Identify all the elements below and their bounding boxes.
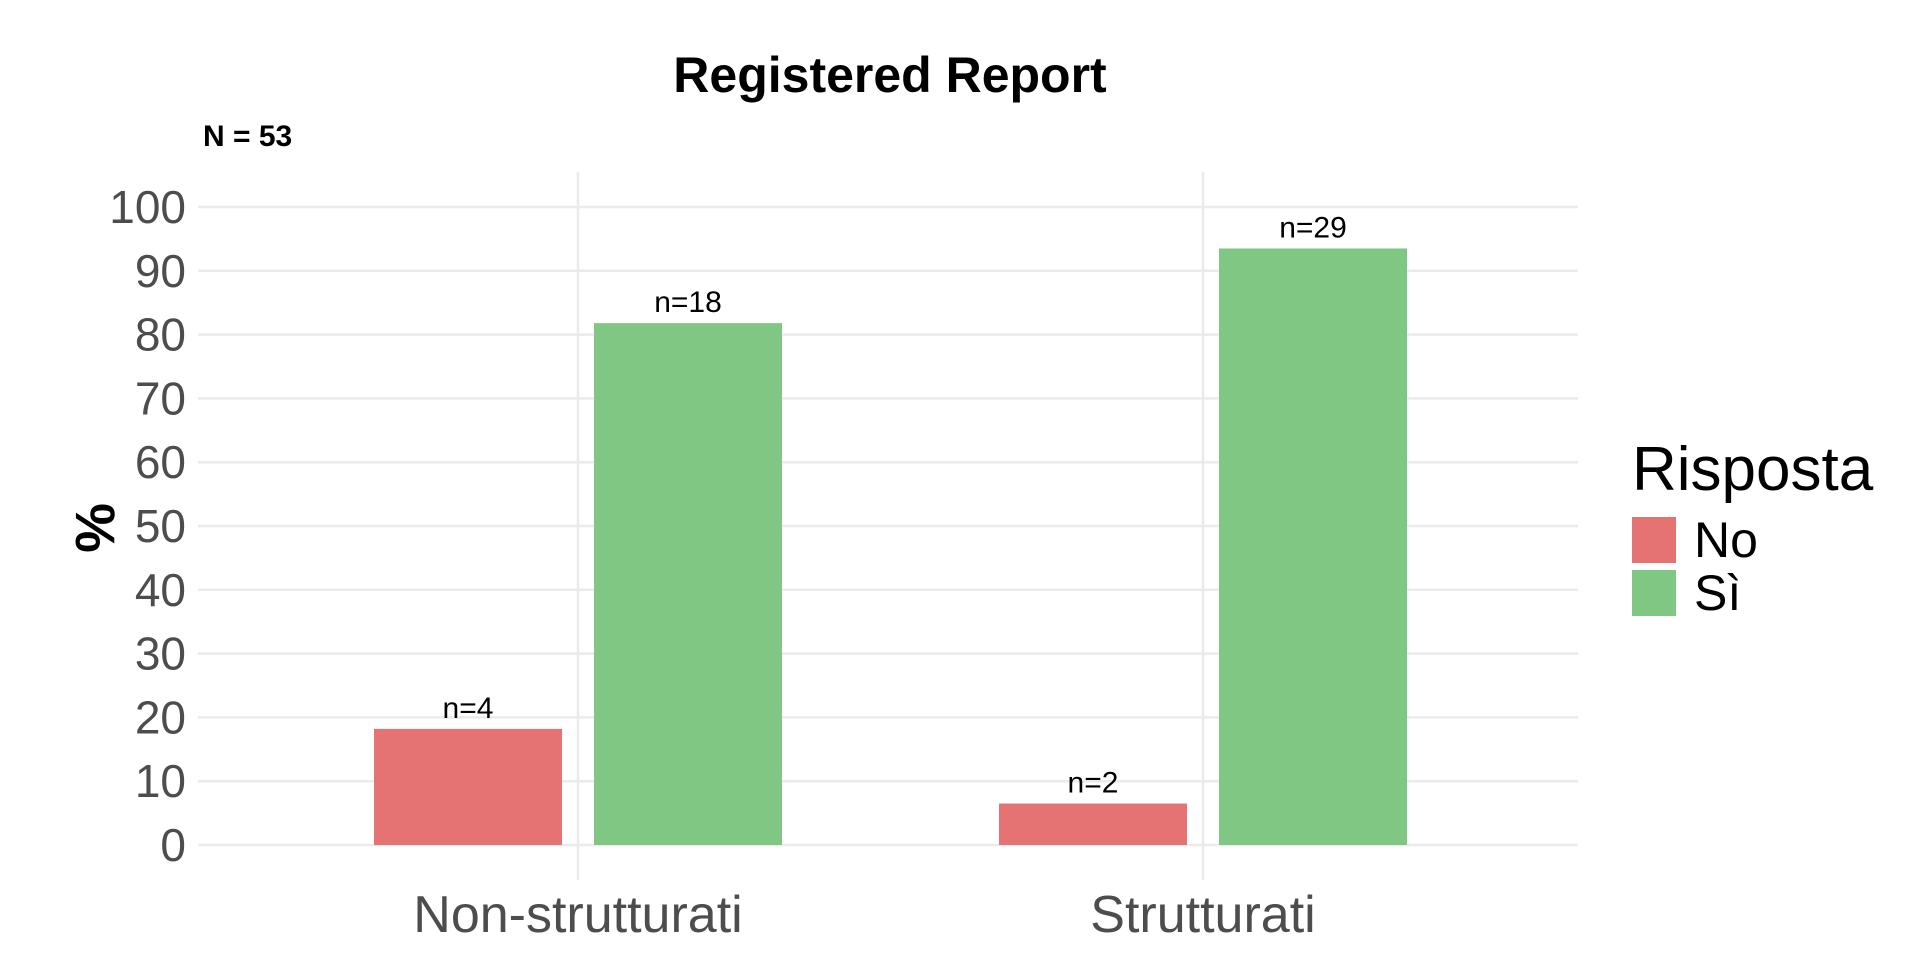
y-axis-label: %	[64, 503, 127, 553]
legend-label: No	[1694, 512, 1758, 568]
y-tick-label: 50	[135, 500, 186, 552]
legend-title: Risposta	[1632, 435, 1874, 504]
y-tick-label: 90	[135, 245, 186, 297]
legend-key-sì	[1632, 570, 1676, 616]
x-tick-label: Non-strutturati	[413, 886, 742, 944]
x-tick-label: Strutturati	[1090, 886, 1315, 944]
y-tick-label: 10	[135, 755, 186, 807]
bar-sì	[1219, 248, 1407, 846]
data-label: n=29	[1279, 211, 1347, 244]
bar-no	[374, 728, 562, 845]
y-tick-label: 70	[135, 372, 186, 424]
chart-title: Registered Report	[673, 47, 1107, 103]
bar-no	[999, 803, 1187, 845]
bars	[374, 248, 1407, 846]
data-label: n=18	[654, 286, 722, 319]
bar-sì	[594, 323, 782, 846]
y-tick-label: 30	[135, 628, 186, 680]
y-tick-label: 0	[160, 819, 186, 871]
data-label: n=4	[443, 692, 494, 725]
y-tick-label: 100	[109, 181, 186, 233]
axis-ticks: 0 10 20 30 40 50 60 70 80 90 100 Non-strutturati Str…	[109, 181, 1315, 944]
y-tick-label: 40	[135, 564, 186, 616]
chart-subtitle: N = 53	[203, 120, 292, 153]
legend-key-no	[1632, 517, 1676, 563]
data-labels: n=4 n=2 n=18 n=29	[443, 211, 1347, 799]
data-label: n=2	[1068, 767, 1119, 800]
y-tick-label: 80	[135, 309, 186, 361]
y-tick-label: 20	[135, 691, 186, 743]
y-tick-label: 60	[135, 436, 186, 488]
legend-label: Sì	[1694, 565, 1741, 621]
